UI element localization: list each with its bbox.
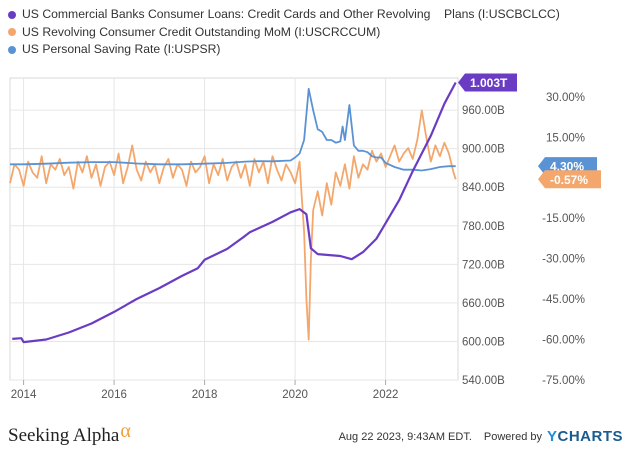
badge-shape-2 <box>538 170 601 189</box>
logo-text: Seeking Alpha <box>8 425 120 446</box>
badge-label-2: -0.57% <box>550 173 588 187</box>
y-left-tick-label: 540.00B <box>462 375 505 387</box>
value-badges: 1.003T 4.30%-0.57% <box>458 73 601 189</box>
legend-swatch-credit-cards <box>8 10 16 19</box>
series-lines <box>9 81 457 344</box>
series-line-2 <box>10 87 456 172</box>
plot-frame <box>9 77 459 381</box>
y-right-tick-label: 15.00% <box>546 132 585 144</box>
badge-label-0: 1.003T <box>470 76 508 90</box>
legend-item-revolving-credit[interactable]: US Revolving Consumer Credit Outstanding… <box>8 24 560 42</box>
y-left-tick-label: 780.00B <box>462 221 505 233</box>
legend-swatch-saving-rate <box>8 45 16 54</box>
x-tick-label: 2016 <box>101 389 127 401</box>
y-left-tick-label: 660.00B <box>462 298 505 310</box>
y-right-tick-label: -15.00% <box>542 213 585 225</box>
series-line-1 <box>9 109 457 341</box>
y-right-tick-label: -75.00% <box>542 375 585 387</box>
y-left-tick-label: 960.00B <box>462 105 505 117</box>
ycharts-y: Y <box>546 428 558 445</box>
legend-label-saving-rate: US Personal Saving Rate (I:USPSR) <box>22 42 221 56</box>
x-tick-label: 2020 <box>282 389 308 401</box>
badge-label-1: 4.30% <box>550 160 584 174</box>
grid-lines <box>9 77 459 385</box>
y-left-tick-label: 600.00B <box>462 336 505 348</box>
y-right-tick-label: -60.00% <box>542 335 585 347</box>
badge-shape-0 <box>458 73 517 92</box>
powered-by-text: Powered by <box>483 430 542 443</box>
legend: US Commercial Banks Consumer Loans: Cred… <box>8 6 560 59</box>
y-left-tick-label: 720.00B <box>462 259 505 271</box>
y-left-tick-label: 840.00B <box>462 182 505 194</box>
y-right-tick-label: -30.00% <box>542 254 585 266</box>
legend-item-credit-cards[interactable]: US Commercial Banks Consumer Loans: Cred… <box>8 6 560 24</box>
y-right-tick-label: 30.00% <box>546 92 585 104</box>
ycharts-rest: CHARTS <box>557 428 623 445</box>
x-tick-label: 2014 <box>11 389 37 401</box>
x-tick-label: 2022 <box>373 389 399 401</box>
timestamp: Aug 22 2023, 9:43AM EDT. <box>338 430 472 443</box>
ycharts-logo: YCHARTS <box>547 428 623 445</box>
legend-swatch-revolving-credit <box>8 28 16 37</box>
y-left-tick-label: 900.00B <box>462 144 505 156</box>
y-right-tick-label: -45.00% <box>542 294 585 306</box>
axis-labels: 960.00B 900.00B 840.00B 780.00B 720.00B 660.0… <box>11 92 585 401</box>
alpha-icon: α <box>120 420 131 442</box>
legend-item-saving-rate[interactable]: US Personal Saving Rate (I:USPSR) <box>8 41 560 59</box>
seeking-alpha-logo: Seeking Alphaα <box>8 420 131 447</box>
footer-attribution: Aug 22 2023, 9:43AM EDT. Powered by YCHA… <box>339 428 623 445</box>
legend-label-credit-cards: US Commercial Banks Consumer Loans: Cred… <box>22 7 560 21</box>
x-tick-label: 2018 <box>192 389 218 401</box>
series-line-0 <box>12 81 457 344</box>
legend-label-revolving-credit: US Revolving Consumer Credit Outstanding… <box>22 24 381 39</box>
